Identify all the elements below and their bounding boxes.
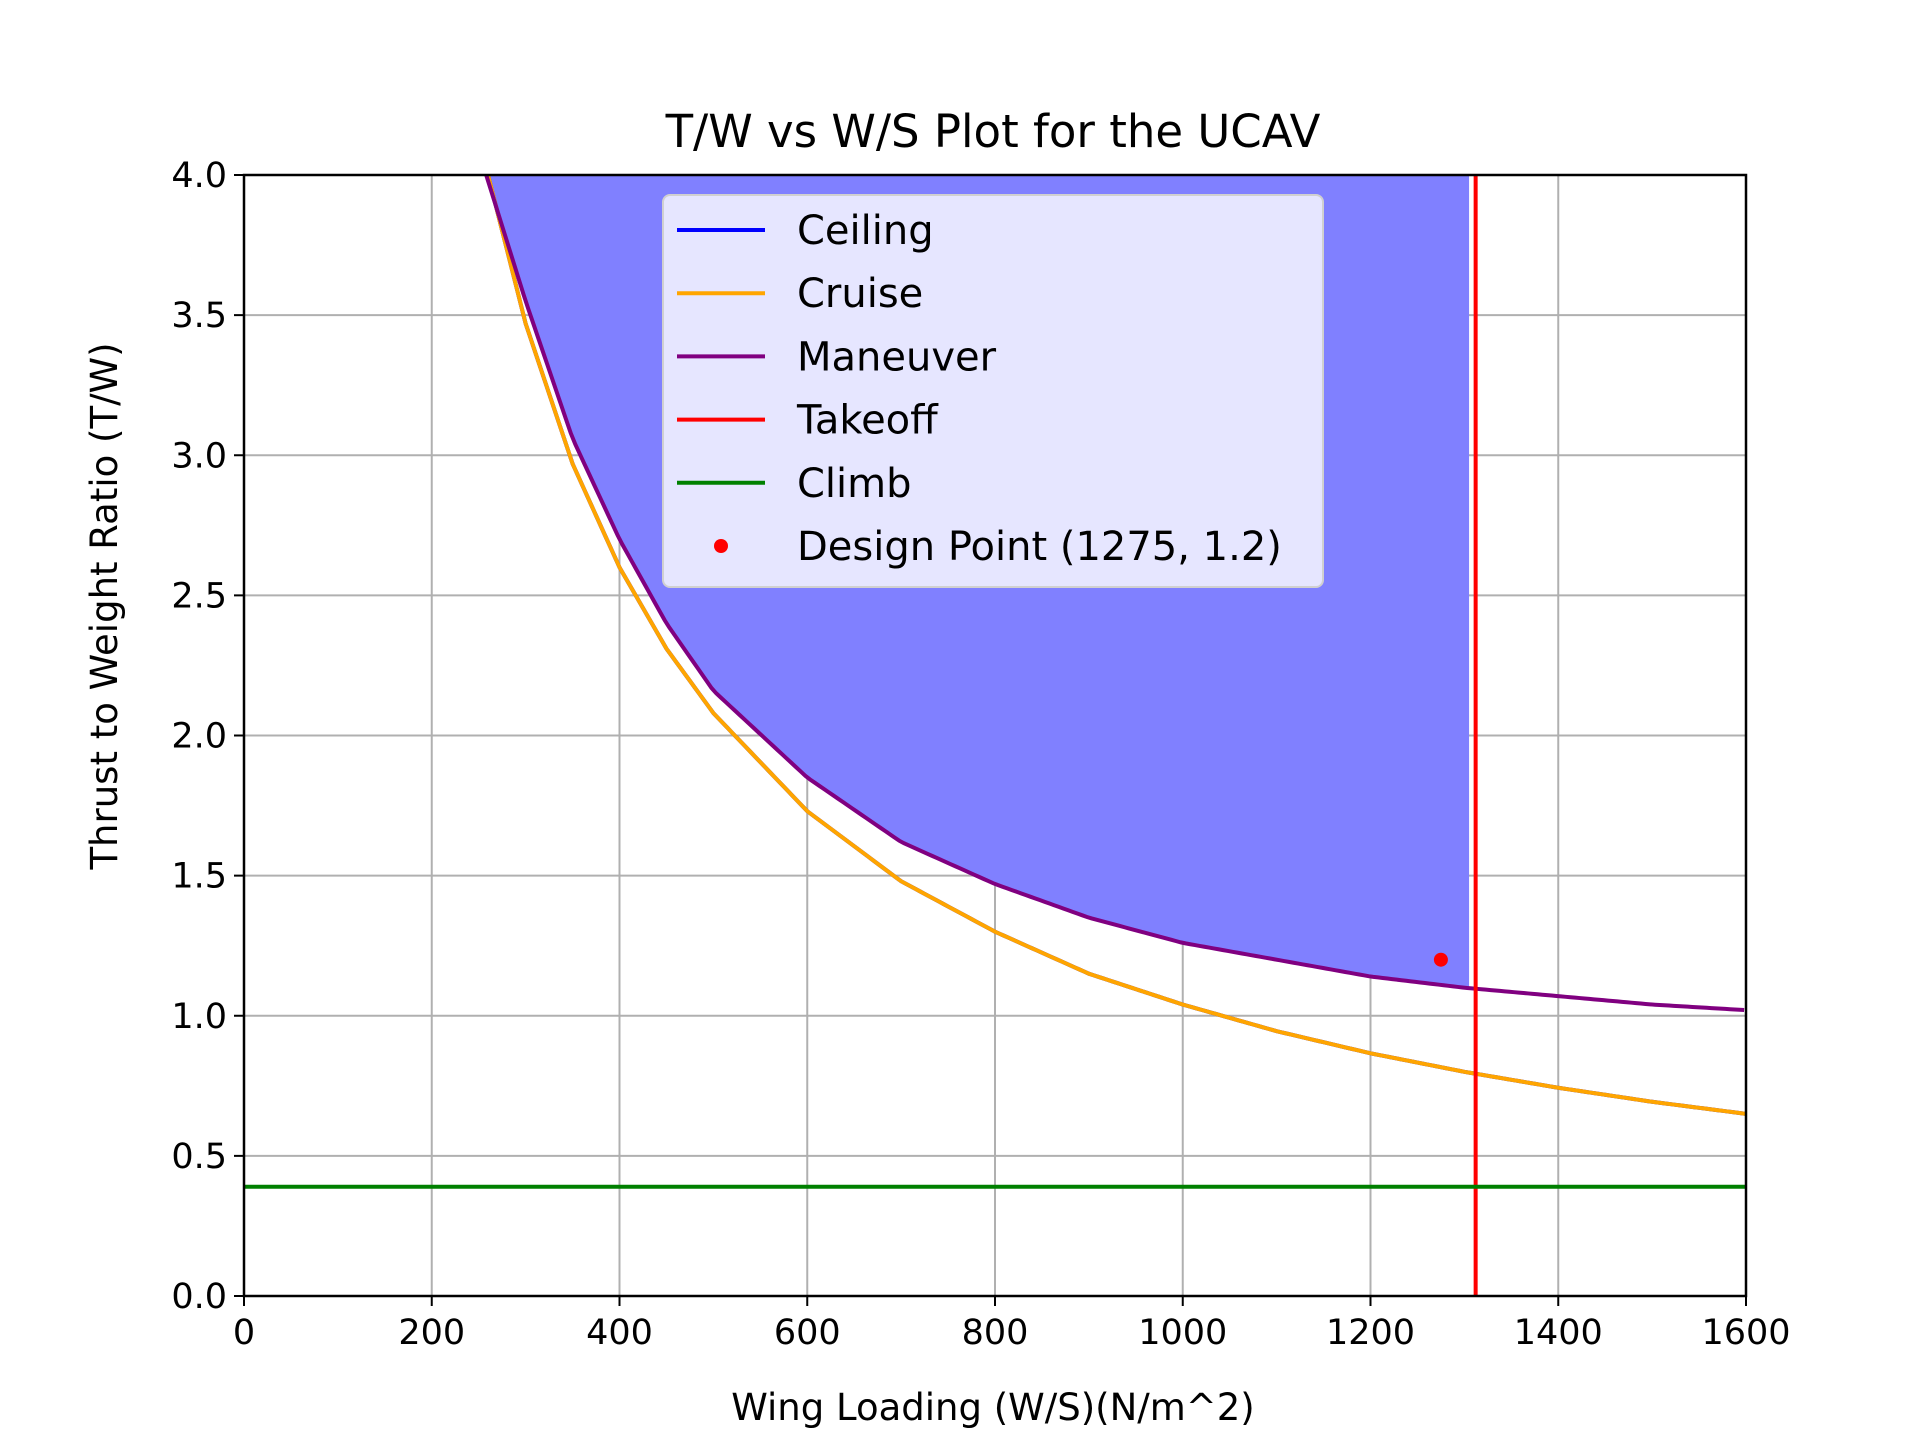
legend: Ceiling Cruise Maneuver Takeoff Climb Design … <box>662 194 1324 588</box>
y-tick-label: 1.0 <box>171 997 227 1037</box>
x-axis-label: Wing Loading (W/S)(N/m^2) <box>731 1386 1255 1429</box>
y-axis-label: Thrust to Weight Ratio (T/W) <box>83 342 126 870</box>
y-axis-ticks: 0.0 0.5 1.0 1.5 2.0 2.5 3.0 3.5 4.0 <box>171 156 244 1317</box>
y-tick-label: 4.0 <box>171 156 227 196</box>
x-tick-label: 600 <box>774 1313 841 1353</box>
legend-swatch <box>714 539 728 553</box>
series-line-cruise <box>486 174 1747 1116</box>
legend-label: Ceiling <box>797 208 934 254</box>
legend-label: Design Point (1275, 1.2) <box>797 524 1282 570</box>
y-tick-label: 0.5 <box>171 1137 227 1177</box>
legend-box <box>662 194 1324 588</box>
legend-label: Maneuver <box>797 334 997 380</box>
x-tick-label: 1400 <box>1514 1313 1603 1353</box>
x-tick-label: 1200 <box>1326 1313 1415 1353</box>
x-tick-label: 1600 <box>1701 1313 1790 1353</box>
y-tick-label: 2.0 <box>171 717 227 757</box>
design-points <box>1433 952 1448 967</box>
chart-title: T/W vs W/S Plot for the UCAV <box>665 105 1321 158</box>
y-tick-label: 1.5 <box>171 857 227 897</box>
y-tick-label: 3.0 <box>171 436 227 476</box>
legend-label: Cruise <box>797 271 923 317</box>
series-line-maneuver <box>484 174 1745 1013</box>
legend-label: Takeoff <box>796 398 939 444</box>
x-tick-label: 200 <box>398 1313 465 1353</box>
x-tick-label: 800 <box>962 1313 1029 1353</box>
design-point-marker <box>1433 952 1448 967</box>
x-tick-label: 1000 <box>1138 1313 1227 1353</box>
y-tick-label: 0.0 <box>171 1277 227 1317</box>
y-tick-label: 3.5 <box>171 296 227 336</box>
x-tick-label: 400 <box>586 1313 653 1353</box>
legend-label: Climb <box>797 461 912 507</box>
x-axis-ticks: 0 200 400 600 800 1000 1200 1400 1600 <box>233 1296 1791 1353</box>
series-lines <box>244 174 1747 1296</box>
x-tick-label: 0 <box>233 1313 255 1353</box>
y-tick-label: 2.5 <box>171 576 227 616</box>
